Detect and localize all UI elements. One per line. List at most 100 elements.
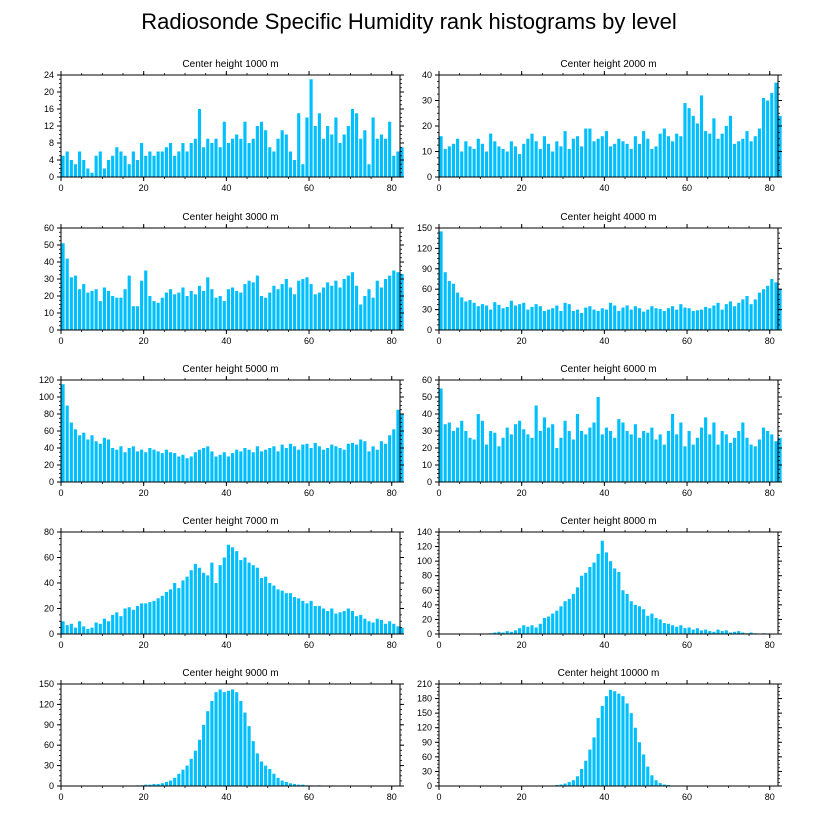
bar <box>563 783 567 786</box>
bar <box>617 572 621 634</box>
bar <box>330 608 334 634</box>
bar <box>355 444 359 482</box>
bar <box>637 437 642 482</box>
bar <box>119 151 123 177</box>
y-tick-label: 30 <box>422 766 432 776</box>
x-tick-label: 20 <box>139 792 149 802</box>
y-tick-label: 140 <box>417 527 432 537</box>
bar <box>658 133 662 177</box>
bar <box>346 443 350 482</box>
bar <box>73 429 78 482</box>
bar <box>131 151 135 177</box>
x-tick-label: 0 <box>436 488 441 498</box>
bar <box>379 441 383 482</box>
bar <box>551 308 555 330</box>
bar <box>476 306 480 330</box>
bar <box>193 750 197 786</box>
bar <box>654 780 658 786</box>
panel-title: Center height 5000 m <box>182 364 278 375</box>
x-tick-label: 20 <box>517 792 527 802</box>
bar <box>518 628 522 634</box>
bar <box>633 306 637 330</box>
bar <box>567 782 571 786</box>
panel-title: Center height 8000 m <box>560 516 656 527</box>
bar <box>563 420 567 482</box>
bar <box>78 151 82 177</box>
bar <box>704 629 708 634</box>
bar <box>480 143 484 177</box>
bar <box>127 164 131 177</box>
bar <box>584 128 588 177</box>
chart-panel: Center height 7000 m 0 20 40 60 80 0 20 40 60 80 <box>44 516 404 650</box>
bar <box>338 612 342 634</box>
bar <box>309 284 313 330</box>
x-tick-label: 0 <box>58 183 63 193</box>
bar <box>280 780 284 786</box>
bar <box>239 560 243 634</box>
chart-panel: Center height 3000 m 0 10 20 30 40 50 60 0 20 40 60… <box>44 212 404 346</box>
bar <box>456 292 460 330</box>
x-tick-label: 80 <box>765 336 775 346</box>
bar <box>716 444 720 482</box>
bar <box>293 294 297 330</box>
y-tick-label: 40 <box>44 257 54 267</box>
bar <box>584 307 588 330</box>
bar <box>280 444 284 482</box>
bar <box>375 618 379 634</box>
bar <box>580 313 584 330</box>
bar <box>509 300 513 330</box>
bar <box>753 136 757 177</box>
bar <box>94 289 98 330</box>
bar <box>247 143 251 177</box>
y-tick-label: 40 <box>422 600 432 610</box>
bar <box>338 287 342 330</box>
bar <box>753 446 757 482</box>
bar <box>189 456 193 482</box>
y-tick-label: 90 <box>422 264 432 274</box>
bar <box>439 388 443 482</box>
bar <box>363 130 367 177</box>
panel-title: Center height 1000 m <box>182 59 278 70</box>
bar <box>123 289 127 330</box>
bar <box>666 431 671 482</box>
bar <box>251 138 255 177</box>
bar <box>148 784 152 786</box>
x-tick-label: 60 <box>682 336 692 346</box>
bar <box>396 626 400 634</box>
bar <box>580 146 584 177</box>
bar <box>65 151 69 177</box>
bar <box>439 136 443 177</box>
chart-panel: Center height 6000 m 0 10 20 30 40 50 60 0 20 40 60… <box>422 364 782 498</box>
bar <box>563 302 567 330</box>
bar <box>321 449 326 482</box>
bar <box>625 593 629 634</box>
bar <box>214 138 218 177</box>
bar <box>297 113 301 177</box>
bar <box>683 446 687 482</box>
bar <box>567 599 571 634</box>
bar <box>156 598 160 634</box>
bar <box>61 621 65 634</box>
bar <box>152 449 156 482</box>
bar <box>197 285 202 330</box>
bar <box>654 146 658 177</box>
bar <box>400 627 404 635</box>
bar <box>567 431 571 482</box>
bar <box>98 623 102 634</box>
bar <box>621 307 625 330</box>
bar <box>123 608 127 634</box>
bar <box>379 134 383 177</box>
bar <box>596 138 600 177</box>
bar <box>276 451 280 482</box>
bar <box>168 452 173 482</box>
bar <box>513 630 518 634</box>
bar <box>346 275 350 330</box>
x-tick-label: 60 <box>682 488 692 498</box>
x-tick-label: 40 <box>221 792 231 802</box>
x-tick-label: 80 <box>765 488 775 498</box>
bar <box>388 275 392 330</box>
bar <box>484 305 489 330</box>
bar <box>185 296 189 330</box>
bar <box>231 287 235 330</box>
bar <box>513 424 518 482</box>
